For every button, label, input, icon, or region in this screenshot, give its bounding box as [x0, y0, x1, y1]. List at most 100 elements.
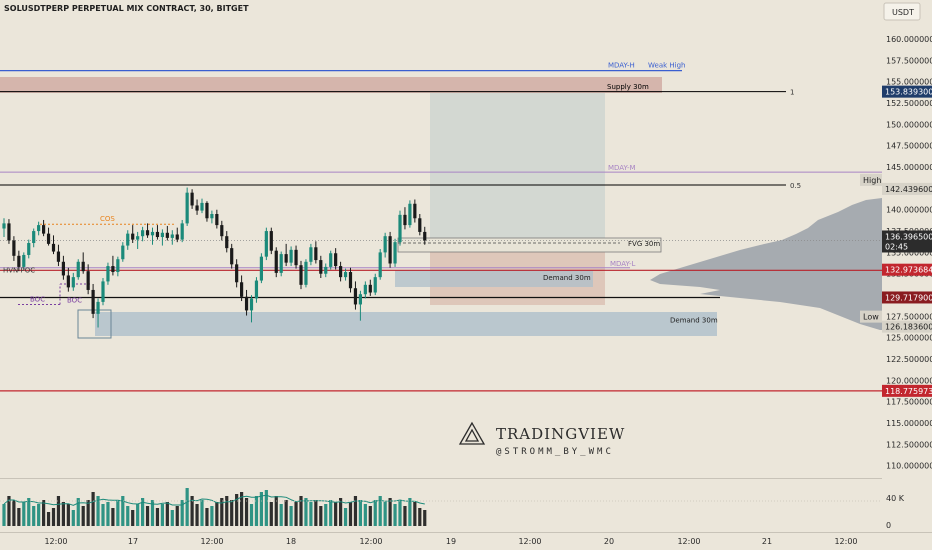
candle-body[interactable] [155, 231, 160, 238]
volume-bar[interactable] [388, 498, 392, 526]
candle-body[interactable] [46, 233, 51, 244]
volume-bar[interactable] [145, 506, 150, 526]
candle-body[interactable] [141, 230, 145, 237]
volume-bar[interactable] [398, 500, 402, 526]
candle-body[interactable] [309, 247, 313, 262]
candle-body[interactable] [334, 253, 338, 267]
volume-bar[interactable] [17, 508, 21, 526]
volume-bar[interactable] [7, 496, 11, 526]
volume-bar[interactable] [155, 508, 160, 526]
volume-bar[interactable] [111, 508, 115, 526]
volume-bar[interactable] [46, 512, 51, 526]
volume-bar[interactable] [418, 508, 422, 526]
candle-body[interactable] [37, 225, 41, 232]
volume-bar[interactable] [116, 500, 120, 526]
volume-bar[interactable] [368, 506, 372, 526]
volume-bar[interactable] [86, 500, 90, 526]
candle-body[interactable] [190, 192, 194, 206]
candle-body[interactable] [76, 261, 80, 278]
volume-bar[interactable] [408, 498, 412, 526]
candle-body[interactable] [17, 255, 21, 267]
candle-body[interactable] [86, 271, 90, 290]
candle-body[interactable] [343, 272, 348, 278]
candle-body[interactable] [388, 236, 392, 264]
candle-body[interactable] [7, 223, 11, 241]
volume-bar[interactable] [289, 506, 293, 526]
candle-body[interactable] [294, 249, 298, 266]
volume-bar[interactable] [175, 506, 179, 526]
candle-body[interactable] [81, 261, 85, 272]
candle-body[interactable] [274, 250, 278, 273]
volume-bar[interactable] [190, 496, 194, 526]
volume-bar[interactable] [353, 496, 358, 526]
candle-body[interactable] [284, 254, 288, 263]
volume-bar[interactable] [373, 500, 377, 526]
volume-bar[interactable] [309, 502, 313, 526]
volume-bar[interactable] [170, 510, 174, 526]
candle-body[interactable] [51, 243, 56, 252]
volume-bar[interactable] [393, 504, 397, 526]
volume-bar[interactable] [205, 508, 209, 526]
candle-body[interactable] [165, 232, 169, 238]
candle-body[interactable] [353, 288, 358, 305]
candle-body[interactable] [160, 232, 164, 238]
candle-body[interactable] [299, 265, 303, 285]
candle-body[interactable] [56, 251, 61, 262]
candle-body[interactable] [2, 223, 6, 229]
volume-bar[interactable] [56, 496, 61, 526]
volume-bar[interactable] [27, 498, 31, 526]
candle-body[interactable] [111, 266, 115, 273]
volume-bar[interactable] [294, 502, 298, 526]
candle-body[interactable] [12, 240, 16, 256]
candle-body[interactable] [398, 214, 402, 243]
volume-bar[interactable] [304, 498, 308, 526]
candle-body[interactable] [126, 233, 130, 246]
candle-body[interactable] [358, 294, 362, 305]
volume-bar[interactable] [240, 492, 244, 526]
volume-bar[interactable] [96, 496, 100, 526]
volume-bar[interactable] [269, 502, 273, 526]
target-box[interactable] [430, 93, 605, 245]
candle-body[interactable] [269, 231, 273, 251]
fvg-zone[interactable] [397, 237, 662, 253]
candle-body[interactable] [220, 225, 224, 237]
volume-bar[interactable] [200, 500, 204, 526]
candle-body[interactable] [200, 202, 204, 211]
volume-bar[interactable] [225, 496, 229, 526]
candle-body[interactable] [215, 214, 219, 226]
volume-bar[interactable] [81, 506, 85, 526]
candle-body[interactable] [254, 280, 259, 299]
demand-zone-upper[interactable] [395, 270, 593, 287]
candle-body[interactable] [244, 296, 249, 311]
candle-body[interactable] [289, 249, 293, 263]
supply-zone[interactable] [0, 77, 662, 93]
volume-bar[interactable] [264, 490, 268, 526]
candle-body[interactable] [393, 242, 397, 264]
candle-body[interactable] [22, 254, 26, 267]
volume-bar[interactable] [274, 496, 278, 526]
volume-bar[interactable] [343, 508, 348, 526]
candle-body[interactable] [116, 259, 120, 273]
volume-bar[interactable] [185, 488, 189, 526]
volume-bar[interactable] [259, 492, 263, 526]
candle-body[interactable] [418, 218, 422, 232]
candle-body[interactable] [423, 231, 427, 241]
candle-body[interactable] [225, 236, 229, 249]
volume-bar[interactable] [423, 510, 427, 526]
volume-bar[interactable] [160, 504, 164, 526]
candle-body[interactable] [71, 277, 75, 288]
candle-body[interactable] [408, 203, 412, 226]
candle-body[interactable] [210, 214, 214, 219]
candle-body[interactable] [27, 243, 31, 255]
volume-bar[interactable] [51, 508, 56, 526]
candle-body[interactable] [324, 266, 328, 274]
candle-body[interactable] [329, 253, 333, 267]
candle-body[interactable] [101, 281, 105, 302]
candle-body[interactable] [136, 236, 140, 240]
volume-bar[interactable] [42, 500, 46, 526]
volume-bar[interactable] [324, 504, 328, 526]
volume-bar[interactable] [363, 504, 367, 526]
volume-bar[interactable] [230, 500, 234, 526]
candle-body[interactable] [131, 233, 135, 240]
